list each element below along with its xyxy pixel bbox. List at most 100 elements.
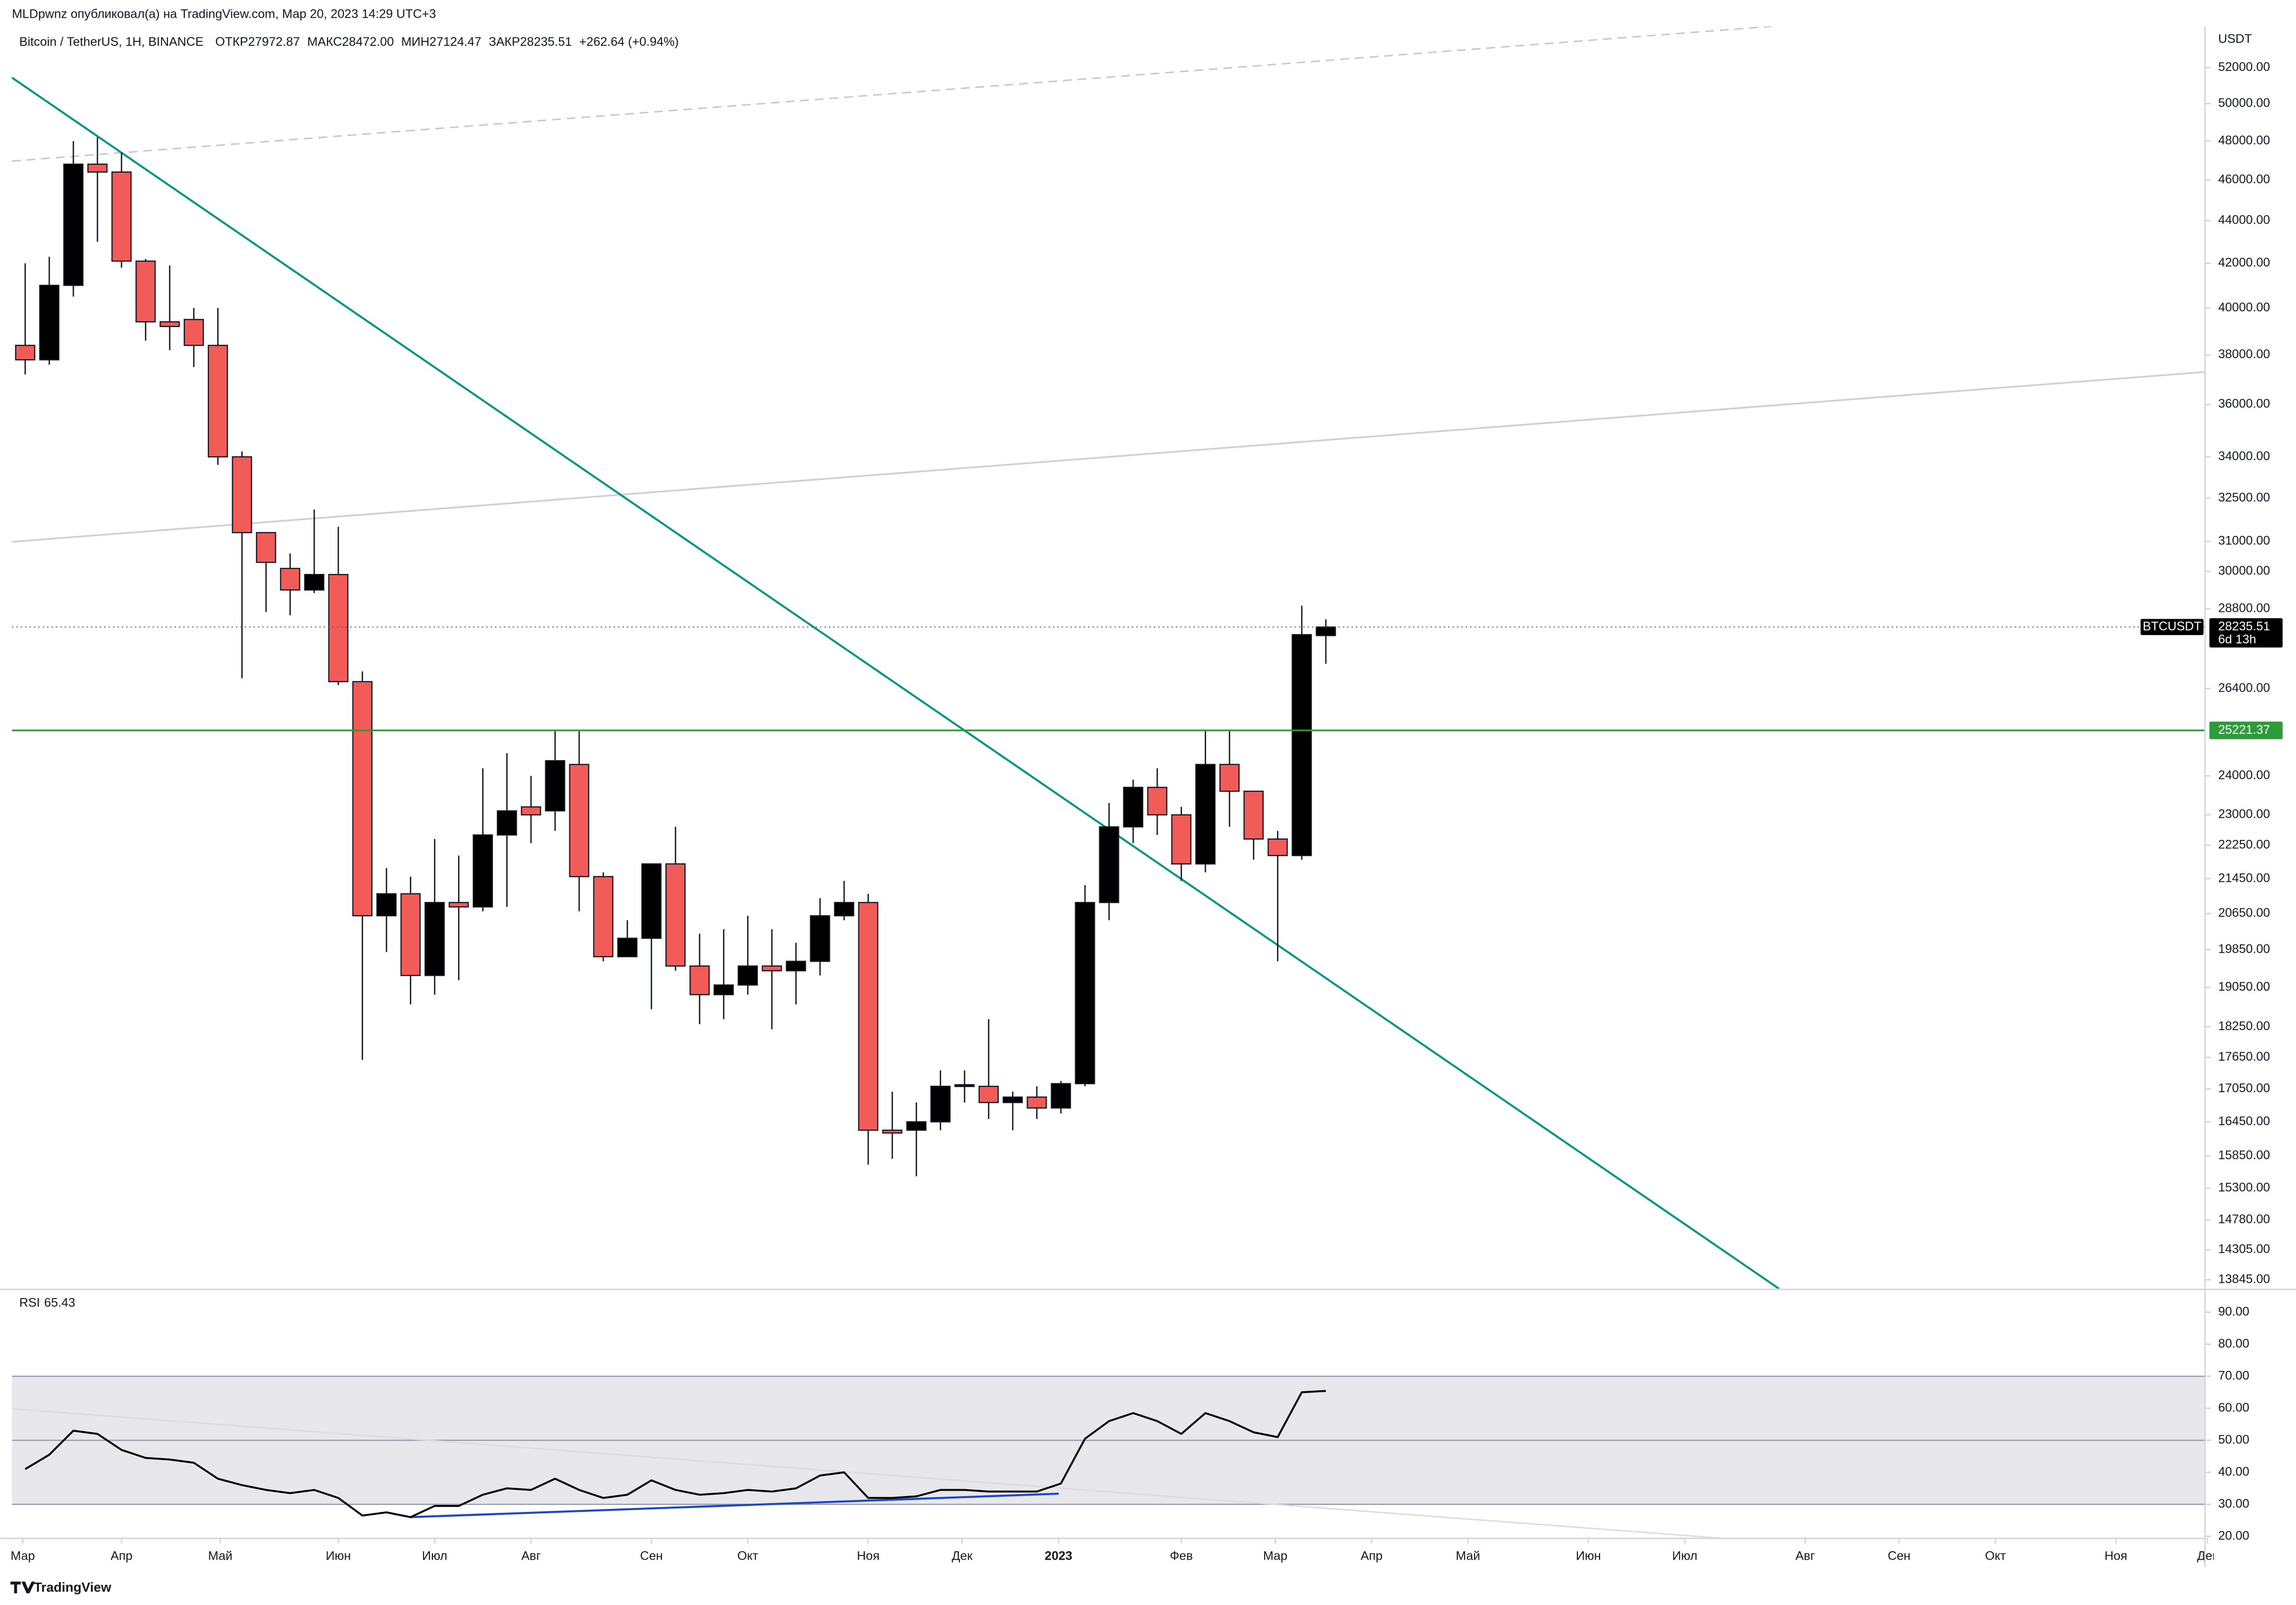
trend-line <box>11 76 1780 1289</box>
y-tick-label: 36000.00 <box>2218 397 2270 411</box>
candle-body <box>882 1130 903 1134</box>
y-tick-label: 90.00 <box>2218 1304 2249 1318</box>
y-tick-label: 24000.00 <box>2218 769 2270 782</box>
y-tick-label: 17650.00 <box>2218 1050 2270 1064</box>
y-tick-label: 17050.00 <box>2218 1081 2270 1095</box>
candle-body <box>810 915 830 962</box>
y-tick-label: 23000.00 <box>2218 807 2270 821</box>
candle-body <box>472 834 493 908</box>
y-tick-label: 70.00 <box>2218 1369 2249 1382</box>
y-tick-label: 19850.00 <box>2218 942 2270 956</box>
candle-body <box>665 863 686 967</box>
candle-body <box>1147 787 1168 816</box>
candle-body <box>545 760 565 812</box>
candle-body <box>328 574 349 682</box>
y-tick-label: 40.00 <box>2218 1465 2249 1478</box>
y-tick-label: 46000.00 <box>2218 172 2270 186</box>
y-unit: USDT <box>2218 32 2252 46</box>
x-tick-label: Мар <box>1263 1549 1287 1563</box>
trend-line <box>12 26 1772 162</box>
ohlc-legend: ОТКР27972.87 <box>215 35 300 49</box>
candle-body <box>858 902 879 1131</box>
x-tick-label: Мар <box>11 1549 35 1563</box>
x-tick-label: Апр <box>1361 1549 1383 1563</box>
rsi-pane <box>25 1390 1326 1518</box>
candle-body <box>135 260 156 323</box>
candle-body <box>87 164 108 173</box>
rsi-line <box>25 1390 1326 1518</box>
candle-body <box>183 319 204 346</box>
y-tick-label: 28800.00 <box>2218 602 2270 615</box>
candle-body <box>400 893 421 976</box>
last-price-label: 28235.51 <box>2218 619 2270 633</box>
candle-body <box>352 681 373 917</box>
x-tick-label: Май <box>1456 1549 1480 1563</box>
candle-body <box>737 965 758 986</box>
candle-body <box>207 344 228 458</box>
y-tick-label: 50000.00 <box>2218 96 2270 110</box>
y-tick-label: 80.00 <box>2218 1337 2249 1350</box>
y-tick-label: 13845.00 <box>2218 1272 2270 1286</box>
x-tick-label: Июл <box>1672 1549 1697 1563</box>
y-tick-label: 20.00 <box>2218 1529 2249 1542</box>
candle-body <box>521 806 541 816</box>
y-tick-label: 42000.00 <box>2218 256 2270 269</box>
candle-body <box>1195 764 1216 865</box>
legend-value: 65.43 <box>44 1296 75 1309</box>
level-label: 25221.37 <box>2218 723 2270 736</box>
candle-body <box>1243 790 1264 840</box>
candle-body <box>63 164 84 286</box>
ohlc-legend: ЗАКР28235.51 <box>489 35 572 49</box>
x-tick-label: Май <box>208 1549 232 1563</box>
y-tick-label: 21450.00 <box>2218 871 2270 885</box>
ohlc-legend: +262.64 (+0.94%) <box>579 35 679 49</box>
candle-body <box>641 863 662 939</box>
symbol-box <box>2140 619 2204 635</box>
level-label-box <box>2209 721 2283 739</box>
candle-body <box>1050 1083 1071 1109</box>
candle-body <box>1219 764 1240 792</box>
candle-body <box>761 965 782 971</box>
ohlc-legend: МАКС28472.00 <box>307 35 394 49</box>
candle-body <box>376 893 397 917</box>
candle-body <box>256 532 276 563</box>
x-tick-label: Апр <box>110 1549 132 1563</box>
legend: RSI <box>19 1296 40 1309</box>
candle-body <box>496 810 517 836</box>
candle-body <box>15 344 35 361</box>
divergence-line <box>410 1493 1059 1518</box>
y-tick-label: 14780.00 <box>2218 1212 2270 1226</box>
candle-body <box>1315 626 1336 636</box>
candle-body <box>111 171 132 262</box>
y-tick-label: 48000.00 <box>2218 134 2270 147</box>
trend-line <box>12 371 2205 543</box>
x-tick-label: Ноя <box>857 1549 880 1563</box>
x-tick-label: Фев <box>1170 1549 1193 1563</box>
candle-body <box>1267 838 1288 856</box>
candle-body <box>280 568 300 591</box>
candle-body <box>1123 787 1144 828</box>
candle-body <box>786 961 806 971</box>
x-tick-label: Июл <box>422 1549 447 1563</box>
y-tick-label: 15850.00 <box>2218 1148 2270 1162</box>
x-tick-label: Сен <box>640 1549 663 1563</box>
y-tick-label: 18250.00 <box>2218 1019 2270 1033</box>
candle-body <box>593 876 614 958</box>
candle-body <box>448 902 469 908</box>
drawings <box>11 26 2205 1289</box>
overlay: 52000.00 50000.00 48000.00 46000.00 44000.00… <box>2140 60 2283 1542</box>
y-tick-label: 26400.00 <box>2218 681 2270 695</box>
x-tick-label: Окт <box>1985 1549 2006 1563</box>
candle-body <box>569 764 590 877</box>
y-tick-label: 30.00 <box>2218 1497 2249 1510</box>
countdown-label: 6d 13h <box>2218 633 2256 646</box>
trend-line <box>12 1408 1724 1538</box>
candle-body <box>617 937 638 958</box>
candle-body <box>304 574 325 591</box>
candle-body <box>906 1121 927 1131</box>
x-tick-label: Июн <box>1576 1549 1601 1563</box>
footer: TradingView <box>34 1580 111 1595</box>
candle-body <box>425 902 445 976</box>
candle-body <box>160 321 180 327</box>
